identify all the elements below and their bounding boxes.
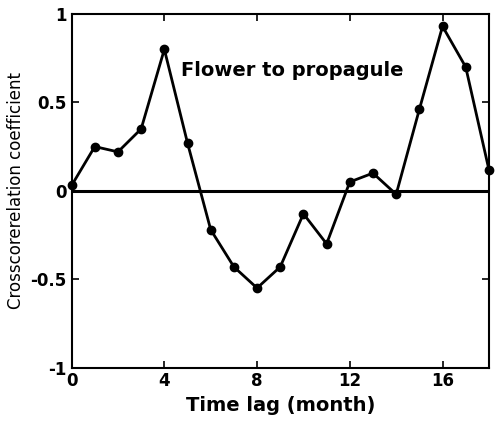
Text: Flower to propagule: Flower to propagule [180, 61, 403, 80]
X-axis label: Time lag (month): Time lag (month) [186, 396, 375, 415]
Y-axis label: Crosscorerelation coefficient: Crosscorerelation coefficient [7, 72, 25, 309]
